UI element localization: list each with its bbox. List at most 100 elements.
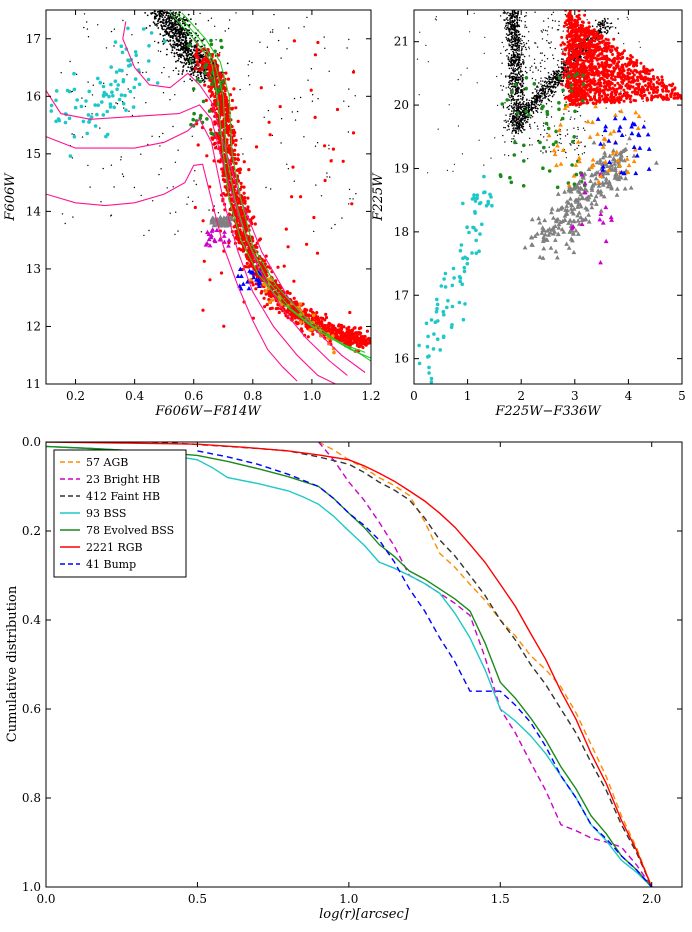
rgb-star <box>225 138 229 142</box>
other-star <box>506 8 508 10</box>
other-star <box>504 25 507 27</box>
other-star <box>524 21 526 23</box>
other-star <box>534 79 537 81</box>
other-star <box>169 212 171 214</box>
other-star <box>532 97 535 100</box>
rgb-star <box>196 55 200 59</box>
other-star <box>264 62 266 64</box>
other-star <box>566 133 569 135</box>
other-star <box>183 62 186 64</box>
other-star <box>560 119 562 121</box>
other-star <box>515 105 518 107</box>
other-star <box>510 24 513 26</box>
other-star <box>296 110 299 113</box>
other-star <box>518 44 521 47</box>
other-star <box>179 61 182 63</box>
other-star <box>546 78 549 80</box>
other-star <box>75 73 78 76</box>
other-star <box>518 61 521 64</box>
other-star <box>513 37 515 39</box>
rgb-star <box>233 148 237 152</box>
rgb-star <box>235 195 239 199</box>
other-star <box>191 67 194 70</box>
other-star <box>510 35 513 38</box>
other-star <box>513 127 515 129</box>
other-star <box>566 129 568 131</box>
bss-star <box>79 104 84 109</box>
other-star <box>166 187 168 189</box>
other-star <box>179 53 181 56</box>
bss-star <box>72 87 77 92</box>
other-star <box>191 65 194 68</box>
other-star <box>175 48 178 51</box>
rgb-star <box>294 320 298 324</box>
evolved-bss-star <box>191 117 195 122</box>
isochrone-line <box>46 118 336 384</box>
rgb-star <box>263 269 267 273</box>
other-star <box>536 89 538 91</box>
other-star <box>228 19 231 21</box>
other-star <box>546 84 548 86</box>
other-star <box>158 136 161 138</box>
other-star <box>560 58 563 60</box>
other-star <box>89 186 91 188</box>
other-star <box>163 28 165 30</box>
rgb-star <box>255 245 259 249</box>
bss-star <box>57 118 62 123</box>
bump-star <box>235 273 241 278</box>
other-star <box>543 91 545 94</box>
other-star <box>502 12 505 14</box>
other-star <box>180 29 183 31</box>
other-star <box>507 93 510 95</box>
other-star <box>515 65 518 67</box>
other-star <box>121 101 124 103</box>
other-star <box>594 19 597 22</box>
other-star <box>316 142 319 144</box>
other-star <box>524 24 526 26</box>
agb-star <box>264 289 268 294</box>
other-star <box>560 79 562 82</box>
rgb-star <box>230 107 234 111</box>
other-star <box>534 11 536 13</box>
other-star <box>561 70 563 73</box>
other-star <box>160 25 163 28</box>
other-star <box>517 78 519 80</box>
rgb-star <box>201 308 205 312</box>
other-star <box>521 79 523 81</box>
evolved-bss-star <box>209 75 213 80</box>
other-star <box>577 154 580 156</box>
other-star <box>512 67 515 69</box>
other-star <box>513 26 515 29</box>
other-star <box>514 86 517 89</box>
other-star <box>326 176 328 178</box>
other-star <box>535 98 538 100</box>
other-star <box>570 144 572 146</box>
other-star <box>188 56 191 59</box>
other-star <box>513 108 515 110</box>
other-star <box>560 142 562 145</box>
other-star <box>551 96 554 98</box>
rgb-star <box>352 326 356 330</box>
rgb-star <box>342 325 346 329</box>
other-star <box>312 94 314 96</box>
other-star <box>201 39 204 42</box>
other-star <box>507 26 509 29</box>
other-star <box>508 44 511 47</box>
other-star <box>329 176 331 178</box>
other-star <box>154 24 157 26</box>
other-star <box>548 78 551 81</box>
rgb-star <box>313 53 317 57</box>
other-star <box>81 136 84 138</box>
other-star <box>184 36 187 38</box>
other-star <box>523 94 525 97</box>
other-star <box>178 17 181 20</box>
other-star <box>515 48 518 51</box>
evolved-bss-star <box>205 117 209 121</box>
bss-star <box>131 105 136 109</box>
other-star <box>520 84 522 87</box>
other-star <box>247 64 249 66</box>
bss-star <box>149 31 154 35</box>
other-star <box>91 94 94 96</box>
rgb-star <box>195 50 199 54</box>
other-star <box>521 85 524 88</box>
